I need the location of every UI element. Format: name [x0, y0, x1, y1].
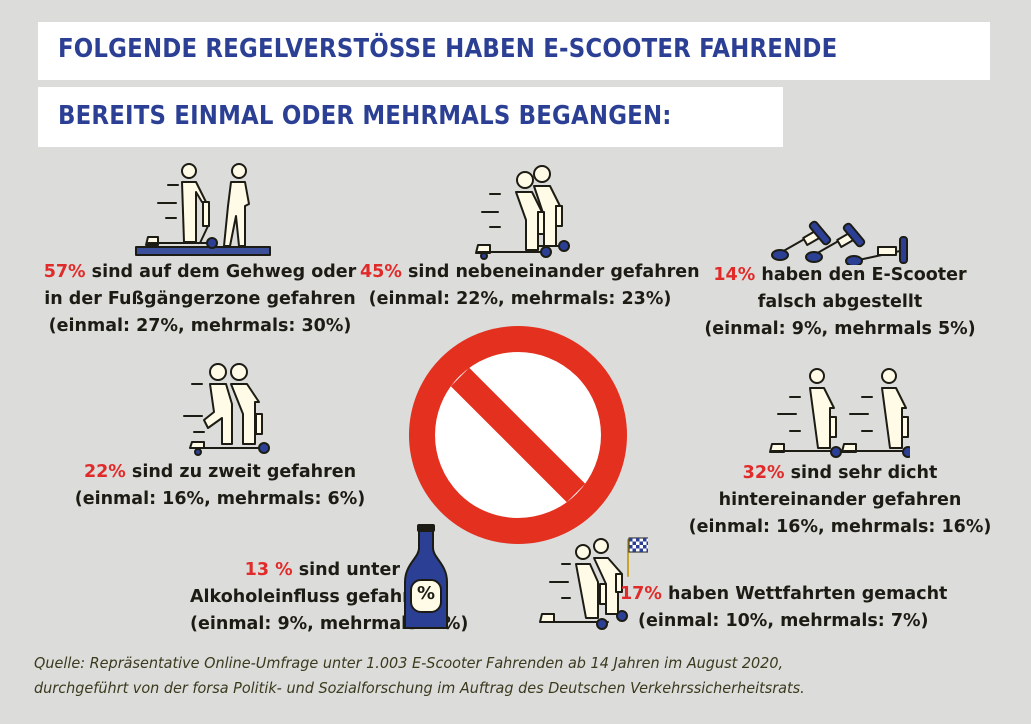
bottle-label: %: [416, 583, 436, 604]
stat-alcohol-detail: (einmal: 9%, mehrmals: 4%): [190, 614, 469, 634]
stat-sidewalk-detail: (einmal: 27%, mehrmals: 30%): [48, 316, 352, 336]
side-by-side-scooters-icon: [475, 165, 570, 260]
stat-sidewalk: 57% sind auf dem Gehweg oder in der Fußg…: [30, 259, 370, 340]
stat-alcohol: 13 % sind unter Alkoholeinfluss gefahren…: [190, 557, 469, 638]
prohibition-sign-icon: [409, 326, 627, 544]
fallen-scooters-icon: [771, 220, 908, 265]
stat-tailgating-text-2: hintereinander gefahren: [718, 490, 962, 510]
stat-tailgating-detail: (einmal: 16%, mehrmals: 16%): [688, 517, 992, 537]
stat-alcohol-text-2: Alkoholeinfluss gefahren: [190, 587, 436, 607]
stat-sidewalk-text: sind auf dem Gehweg oder: [85, 262, 357, 282]
stat-two-riders-percent: 22%: [83, 462, 126, 482]
stat-wrong-parking-text: haben den E-Scooter: [755, 265, 967, 285]
stat-side-by-side-percent: 45%: [360, 262, 402, 282]
stat-alcohol-percent: 13 %: [244, 560, 293, 580]
stat-wrong-parking: 14% haben den E-Scooter falsch abgestell…: [690, 262, 990, 343]
source-note: Quelle: Repräsentative Online-Umfrage un…: [34, 651, 805, 701]
stat-tailgating: 32% sind sehr dicht hintereinander gefah…: [680, 460, 1000, 541]
stat-side-by-side-detail: (einmal: 22%, mehrmals: 23%): [368, 289, 672, 309]
stat-side-by-side-text: sind nebeneinander gefahren: [401, 262, 700, 282]
title-line-1-box: FOLGENDE REGELVERSTÖSSE HABEN E-SCOOTER …: [38, 22, 990, 80]
stat-racing-detail: (einmal: 10%, mehrmals: 7%): [638, 611, 929, 631]
stat-racing-text: haben Wettfahrten gemacht: [661, 584, 948, 604]
stat-sidewalk-percent: 57%: [43, 262, 86, 282]
stat-wrong-parking-detail: (einmal: 9%, mehrmals 5%): [704, 319, 976, 339]
two-riders-scooter-icon: [183, 363, 270, 456]
title-line-1: FOLGENDE REGELVERSTÖSSE HABEN E-SCOOTER …: [58, 34, 838, 64]
stat-side-by-side: 45% sind nebeneinander gefahren (einmal:…: [360, 259, 700, 313]
tailgating-scooters-icon: [769, 368, 910, 458]
stat-alcohol-text: sind unter: [292, 560, 400, 580]
stat-wrong-parking-percent: 14%: [713, 265, 756, 285]
racing-scooters-icon: [539, 537, 648, 630]
stat-sidewalk-text-2: in der Fußgängerzone gefahren: [44, 289, 356, 309]
scooter-on-sidewalk-icon: [135, 163, 271, 256]
source-line-2: durchgeführt von der forsa Politik- und …: [34, 679, 805, 697]
stat-two-riders: 22% sind zu zweit gefahren (einmal: 16%,…: [60, 459, 380, 513]
stat-racing: 17% haben Wettfahrten gemacht (einmal: 1…: [620, 581, 947, 635]
title-line-2-box: BEREITS EINMAL ODER MEHRMALS BEGANGEN:: [38, 87, 783, 147]
stat-racing-percent: 17%: [620, 584, 662, 604]
stat-tailgating-percent: 32%: [742, 463, 785, 483]
title-line-2: BEREITS EINMAL ODER MEHRMALS BEGANGEN:: [58, 101, 672, 131]
stat-two-riders-detail: (einmal: 16%, mehrmals: 6%): [74, 489, 366, 509]
source-line-1: Quelle: Repräsentative Online-Umfrage un…: [34, 654, 784, 672]
stat-two-riders-text: sind zu zweit gefahren: [125, 462, 357, 482]
bottle-icon: [404, 524, 448, 629]
stat-tailgating-text: sind sehr dicht: [784, 463, 938, 483]
checkered-flag: [628, 537, 648, 553]
stat-wrong-parking-text-2: falsch abgestellt: [757, 292, 923, 312]
